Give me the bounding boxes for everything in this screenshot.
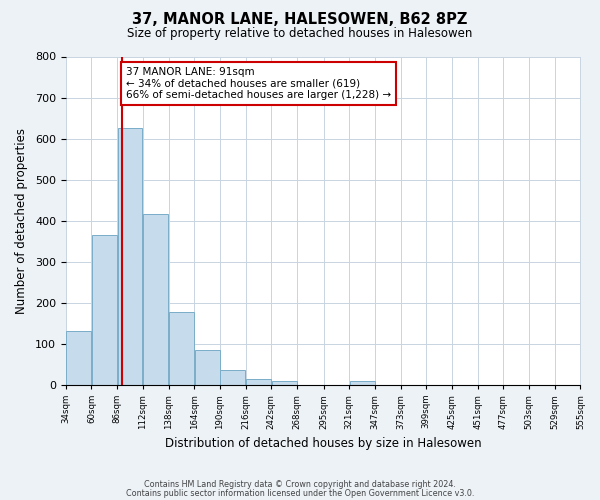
- Bar: [143, 214, 168, 385]
- Text: Contains HM Land Registry data © Crown copyright and database right 2024.: Contains HM Land Registry data © Crown c…: [144, 480, 456, 489]
- Bar: [220, 370, 245, 385]
- Y-axis label: Number of detached properties: Number of detached properties: [15, 128, 28, 314]
- Text: 37 MANOR LANE: 91sqm
← 34% of detached houses are smaller (619)
66% of semi-deta: 37 MANOR LANE: 91sqm ← 34% of detached h…: [126, 67, 391, 100]
- Bar: [350, 382, 374, 385]
- Bar: [272, 382, 296, 385]
- Bar: [169, 312, 194, 385]
- Bar: [92, 235, 117, 385]
- X-axis label: Distribution of detached houses by size in Halesowen: Distribution of detached houses by size …: [165, 437, 481, 450]
- Bar: [246, 380, 271, 385]
- Bar: [194, 350, 220, 385]
- Bar: [66, 332, 91, 385]
- Text: Contains public sector information licensed under the Open Government Licence v3: Contains public sector information licen…: [126, 489, 474, 498]
- Bar: [118, 128, 142, 385]
- Text: Size of property relative to detached houses in Halesowen: Size of property relative to detached ho…: [127, 28, 473, 40]
- Text: 37, MANOR LANE, HALESOWEN, B62 8PZ: 37, MANOR LANE, HALESOWEN, B62 8PZ: [133, 12, 467, 28]
